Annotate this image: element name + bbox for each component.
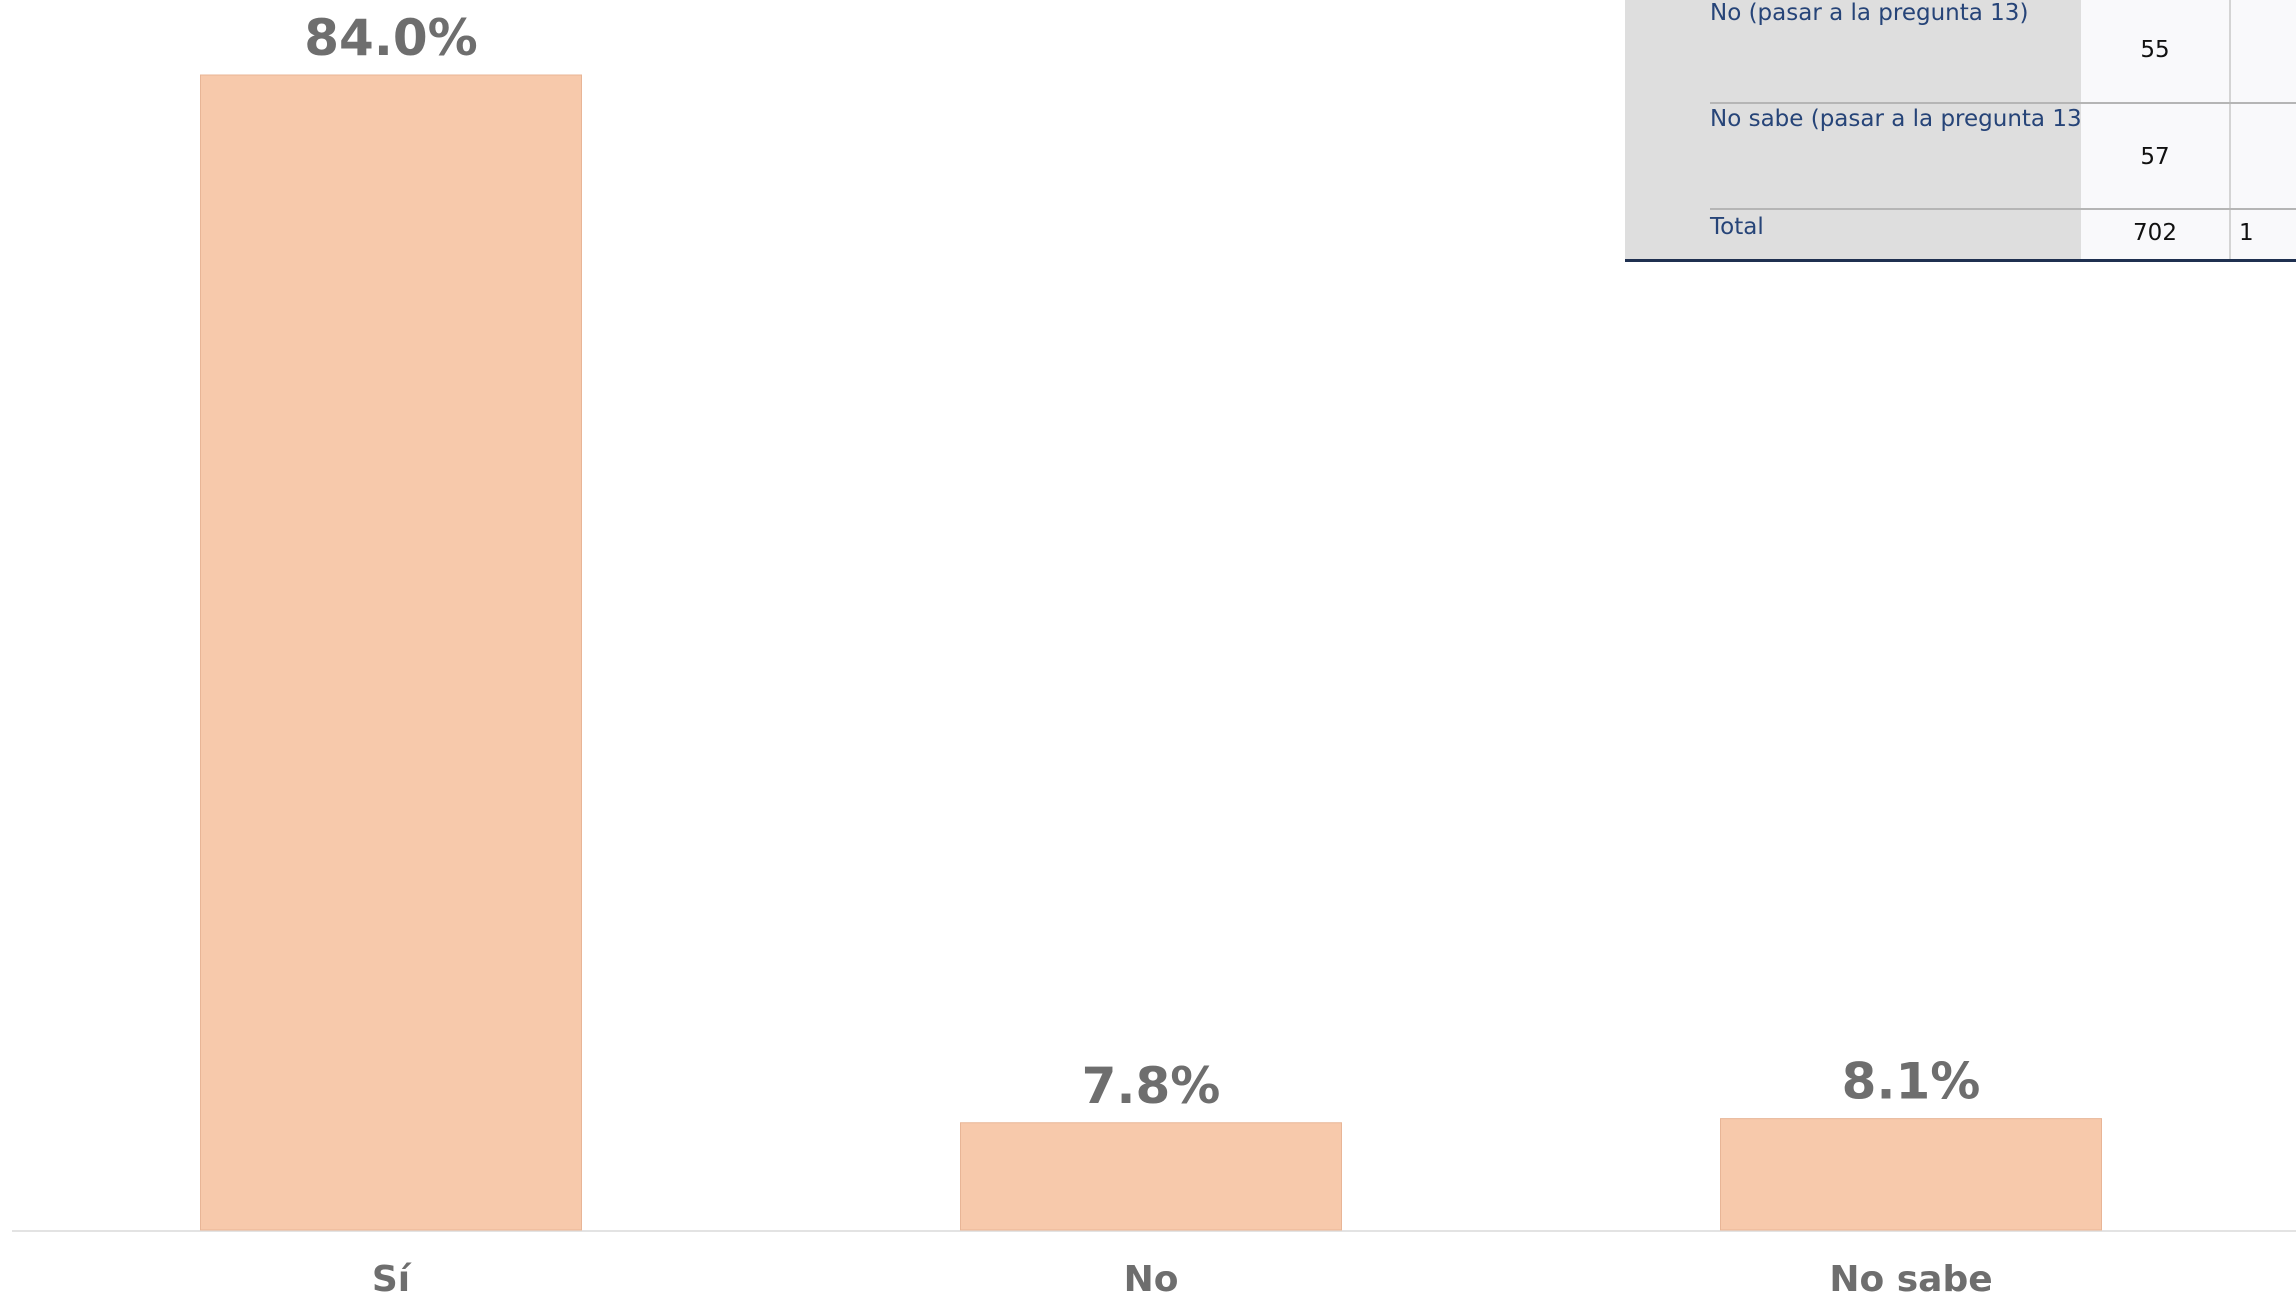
row-count: 55	[2081, 0, 2231, 102]
category-label-no: No	[1124, 1259, 1179, 1297]
row-label: No (pasar a la pregunta 13)	[1710, 0, 2029, 26]
category-label-no-sabe: No sabe	[1829, 1259, 1992, 1297]
bar-si	[200, 74, 582, 1231]
table-row: No (pasar a la pregunta 13) 55	[1710, 0, 2296, 104]
row-percent: 1	[2231, 210, 2296, 259]
table-label-column	[1625, 0, 2081, 262]
row-label: Total	[1710, 214, 1764, 240]
row-percent	[2231, 0, 2296, 102]
data-label-si: 84.0%	[304, 9, 477, 67]
category-label-si: Sí	[372, 1259, 412, 1297]
table-bottom-rule	[1625, 259, 2296, 262]
table-row: No sabe (pasar a la pregunta 13) 57	[1710, 104, 2296, 210]
table-row: Total 702 1	[1710, 210, 2296, 259]
row-count: 57	[2081, 104, 2231, 208]
data-label-no-sabe: 8.1%	[1842, 1053, 1981, 1111]
row-percent	[2231, 104, 2296, 208]
data-label-no: 7.8%	[1082, 1057, 1221, 1115]
row-label: No sabe (pasar a la pregunta 13)	[1710, 106, 2091, 132]
row-count: 702	[2081, 210, 2231, 259]
bar-no	[960, 1122, 1342, 1231]
frequency-table: No (pasar a la pregunta 13) 55 No sabe (…	[1625, 0, 2296, 262]
bar-no-sabe	[1720, 1118, 2102, 1231]
